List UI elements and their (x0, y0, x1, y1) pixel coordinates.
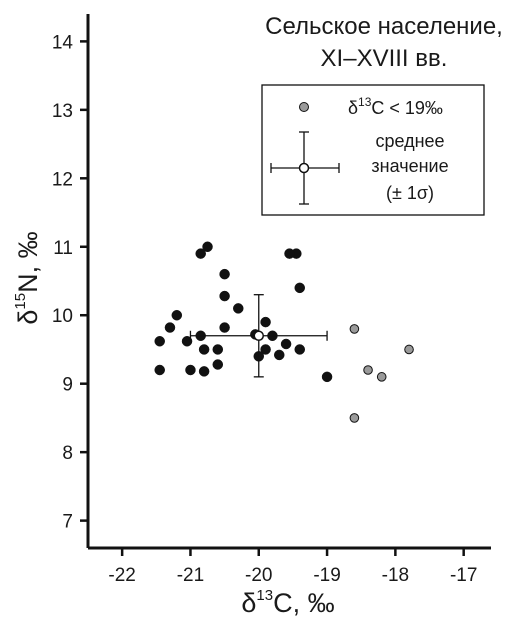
y-tick-label: 14 (52, 32, 74, 53)
y-tick-label: 7 (62, 512, 73, 533)
x-axis-label-sup: 13 (256, 587, 273, 604)
x-tick-label: -20 (245, 565, 272, 586)
y-ticks: 7 8 9 10 11 12 13 14 (52, 32, 88, 533)
y-tick-label: 9 (62, 375, 73, 396)
legend-grey-label-main: C < 19‰ (371, 98, 443, 118)
x-axis-label: δ13C, ‰ (241, 587, 334, 618)
black-data-point (233, 303, 244, 314)
black-data-point (195, 248, 206, 259)
black-data-point (219, 268, 230, 280)
chart-title-line-2: XI–XVIII вв. (321, 45, 448, 72)
black-data-point (274, 349, 285, 361)
black-data-point (294, 282, 305, 294)
grey-data-point (349, 324, 360, 334)
legend-grey-label: δ13C < 19‰ (348, 95, 443, 118)
black-data-point (294, 344, 305, 355)
black-data-point (219, 322, 230, 333)
grey-data-point (404, 344, 414, 355)
data-points (154, 241, 414, 423)
y-tick-label: 13 (52, 101, 73, 122)
mean-marker (189, 294, 328, 378)
y-axis-label-main: N, ‰ (13, 231, 43, 293)
legend-grey-label-prefix: δ (348, 98, 358, 118)
x-tick-label: -21 (177, 565, 204, 586)
x-axis: -22 -21 -20 -19 -18 -17 δ13C, ‰ (88, 546, 491, 618)
legend-grey-marker (299, 102, 309, 112)
black-data-point (185, 364, 196, 376)
legend-mean-label-line-2: значение (371, 156, 448, 176)
y-axis-label-sup: 15 (12, 293, 29, 310)
black-data-point (154, 364, 165, 376)
title: Сельское население, XI–XVIII вв. (265, 13, 503, 72)
y-axis: 7 8 9 10 11 12 13 14 δ15N, ‰ (12, 14, 90, 548)
x-tick-label: -18 (382, 565, 409, 586)
x-tick-label: -17 (450, 565, 477, 586)
x-tick-label: -22 (108, 565, 135, 586)
x-tick-label: -19 (313, 565, 340, 586)
grey-data-point (363, 365, 373, 375)
y-tick-label: 11 (53, 238, 73, 259)
x-ticks: -22 -21 -20 -19 -18 -17 (108, 548, 477, 586)
black-data-point (212, 344, 224, 355)
legend-mean-marker (270, 131, 340, 205)
y-tick-label: 10 (52, 306, 73, 327)
y-axis-label-prefix: δ (13, 310, 43, 325)
legend-grey-label-sup: 13 (358, 95, 372, 109)
black-data-point (219, 290, 230, 302)
chart-title-line-1: Сельское население, (265, 13, 503, 40)
legend-box (261, 84, 485, 216)
black-data-point (202, 241, 213, 253)
black-data-point (321, 371, 333, 383)
black-data-point (181, 335, 193, 347)
legend: δ13C < 19‰ среднее значение (± 1σ) (261, 84, 485, 216)
black-data-point (260, 344, 271, 355)
black-data-point (154, 335, 165, 347)
black-data-point (198, 344, 210, 355)
black-data-point (260, 316, 271, 328)
black-data-point (164, 322, 176, 333)
mean-point (253, 330, 265, 342)
y-tick-label: 8 (62, 443, 73, 464)
black-data-point (198, 366, 210, 377)
y-axis-label: δ15N, ‰ (12, 231, 43, 324)
black-data-point (284, 248, 295, 259)
black-data-point (280, 338, 292, 350)
legend-mean-label-line-3: (± 1σ) (386, 183, 434, 203)
x-axis-label-prefix: δ (241, 588, 256, 618)
y-tick-label: 12 (52, 169, 73, 190)
grey-data-point (349, 413, 360, 423)
x-axis-label-main: C, ‰ (273, 588, 335, 618)
black-data-point (212, 359, 224, 370)
black-data-point (171, 309, 183, 321)
legend-mean-label-line-1: среднее (375, 131, 444, 151)
grey-data-point (376, 372, 387, 382)
